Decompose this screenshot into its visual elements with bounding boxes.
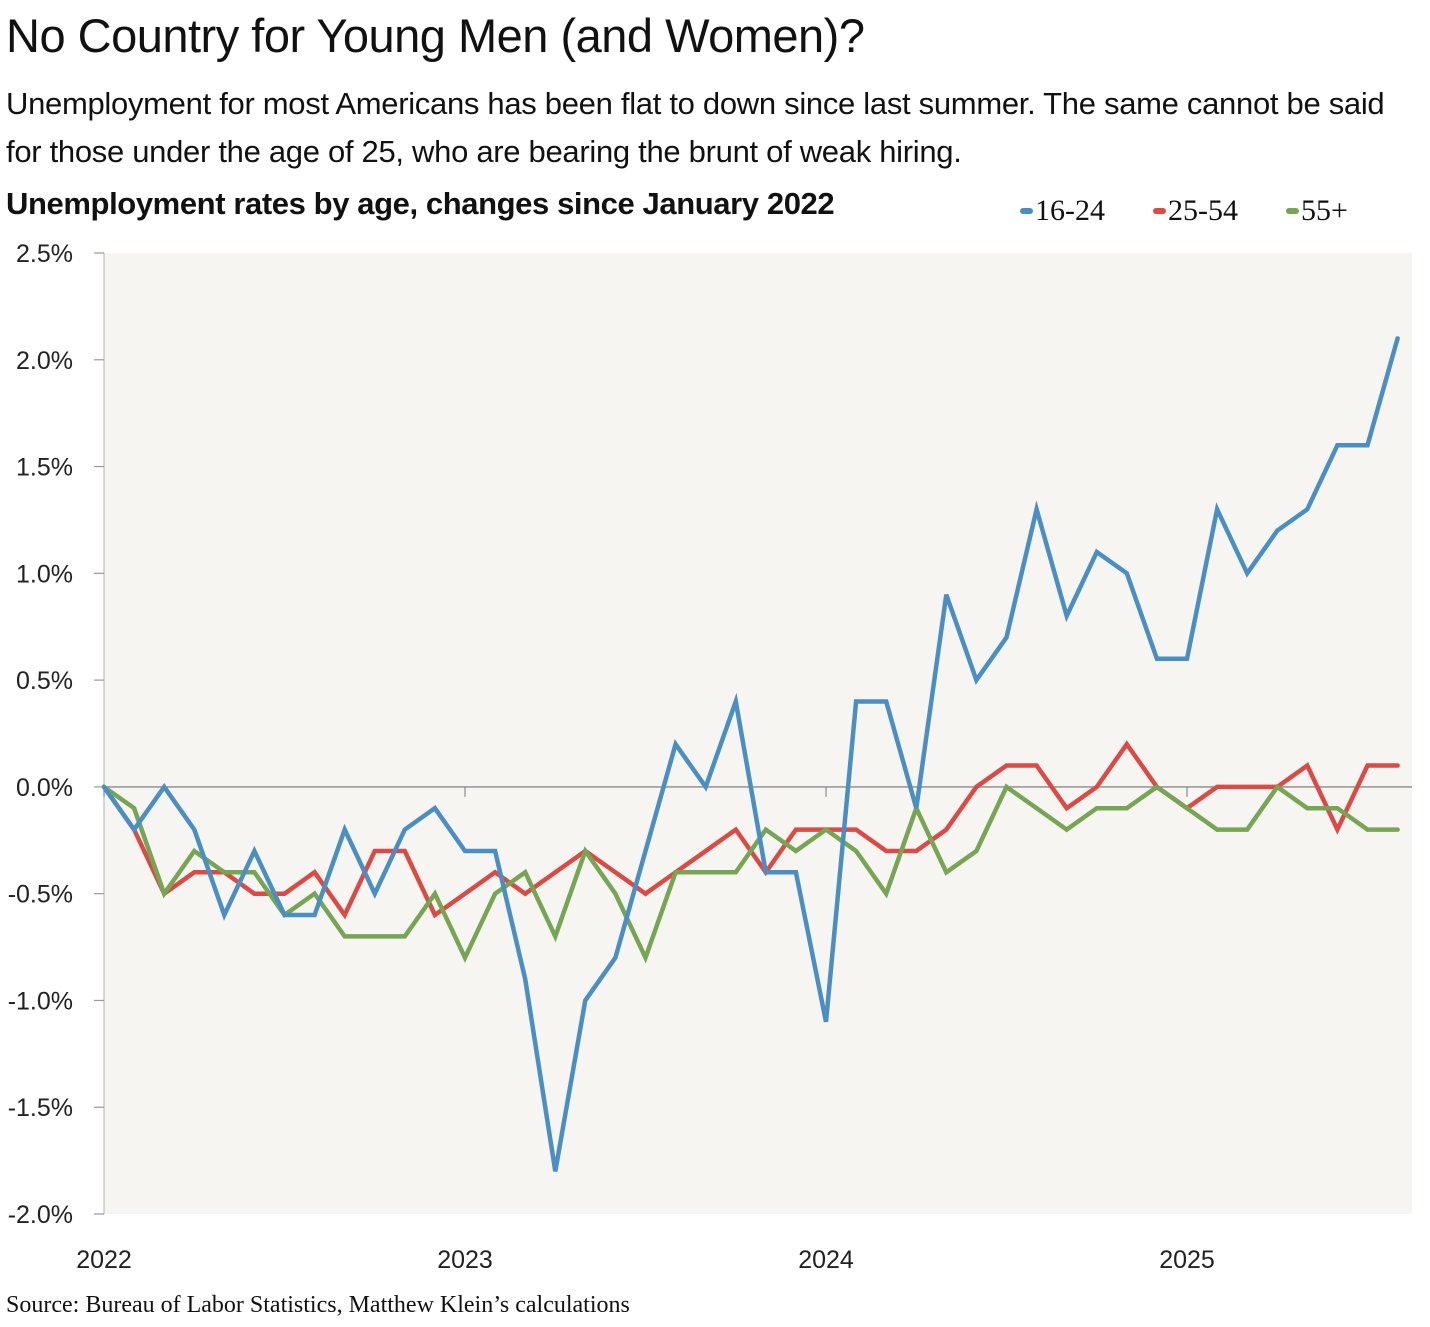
chart-title: Unemployment rates by age, changes since… [6, 186, 835, 221]
y-tick-label: -1.5% [8, 1094, 73, 1122]
x-tick-label: 2024 [798, 1246, 854, 1274]
legend-label-16-24: 16-24 [1035, 194, 1105, 227]
y-tick-label: 2.5% [16, 240, 73, 268]
y-tick-label: 1.5% [16, 454, 73, 482]
y-tick-label: -0.5% [8, 881, 73, 909]
x-tick-label: 2022 [76, 1246, 132, 1274]
legend-label-55-plus: 55+ [1301, 194, 1348, 227]
legend-item-55-plus: 55+ [1286, 194, 1348, 228]
x-tick-label: 2023 [437, 1246, 493, 1274]
legend-swatch-16-24 [1020, 208, 1033, 214]
y-tick-label: 1.0% [16, 560, 73, 588]
y-tick-label: 0.0% [16, 774, 73, 802]
plot-area [104, 253, 1412, 1214]
legend-item-16-24: 16-24 [1020, 194, 1105, 228]
chart-legend: 16-24 25-54 55+ [1020, 194, 1348, 228]
source-note: Source: Bureau of Labor Statistics, Matt… [6, 1292, 630, 1318]
legend-swatch-55-plus [1286, 208, 1299, 214]
page-title: No Country for Young Men (and Women)? [6, 9, 865, 62]
series-line-16-24 [101, 336, 1400, 1172]
y-tick-label: 0.5% [16, 667, 73, 695]
legend-item-25-54: 25-54 [1153, 194, 1238, 228]
y-tick-label: -2.0% [8, 1201, 73, 1229]
x-tick-label: 2025 [1159, 1246, 1215, 1274]
y-tick-label: -1.0% [8, 987, 73, 1015]
legend-swatch-25-54 [1153, 208, 1166, 214]
page-subtitle: Unemployment for most Americans has been… [6, 86, 1385, 169]
legend-label-25-54: 25-54 [1168, 194, 1238, 227]
y-tick-label: 2.0% [16, 347, 73, 375]
